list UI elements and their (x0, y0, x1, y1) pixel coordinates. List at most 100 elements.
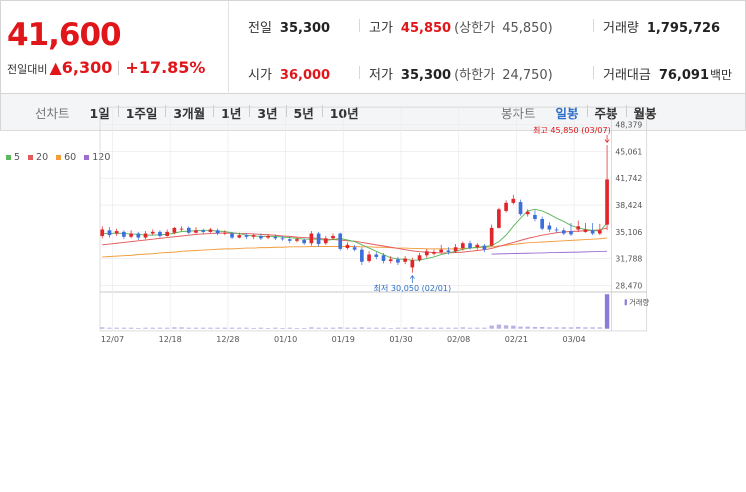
volume-bar (568, 327, 574, 329)
tab-period-1y[interactable]: 1년 (213, 103, 249, 122)
open-value: 36,000 (279, 68, 331, 83)
candle-body (208, 229, 213, 232)
candle-body (223, 232, 227, 234)
candle (172, 227, 177, 235)
volume-bar (316, 327, 321, 329)
tab-daily[interactable]: 일봉 (555, 106, 579, 121)
volume-bar (525, 326, 530, 329)
tab-period-10y[interactable]: 10년 (321, 103, 367, 122)
candle (266, 234, 270, 240)
divider (118, 61, 120, 75)
candles (100, 145, 609, 273)
candle-body (547, 225, 552, 230)
volume-bar (273, 327, 278, 329)
volume-bar (186, 327, 191, 329)
candle-body (244, 235, 249, 237)
tab-period-1w[interactable]: 1주일 (117, 103, 166, 122)
turnover: 거래대금 76,091백만 (593, 64, 732, 83)
candle-body (410, 260, 415, 268)
candle-body (352, 247, 357, 250)
candle (122, 230, 126, 240)
candle (525, 209, 530, 217)
candle (100, 226, 105, 239)
candle (403, 256, 407, 265)
candle (295, 237, 299, 243)
candle-body (186, 227, 191, 233)
high-value: 45,850 (400, 21, 452, 36)
volume-bar (431, 327, 437, 329)
candle (489, 224, 494, 247)
candle (569, 223, 573, 236)
candle-body (525, 211, 530, 215)
x-tick-label: 02/21 (505, 335, 528, 344)
volume-bar (172, 327, 177, 329)
tab-period-3m[interactable]: 3개월 (165, 103, 213, 122)
candle-body (460, 243, 465, 249)
candle (338, 232, 343, 251)
candle-body (114, 231, 119, 234)
candle (237, 232, 242, 239)
line-chart-title[interactable]: 선차트 (35, 106, 70, 121)
volume-bar (561, 327, 566, 329)
candle (136, 231, 141, 240)
volume-bar (496, 324, 502, 329)
candle-body (367, 254, 371, 261)
volume-bar (489, 325, 494, 329)
candle (107, 227, 112, 238)
candle (158, 230, 162, 238)
tab-period-5y[interactable]: 5년 (285, 103, 322, 122)
candle-body (201, 230, 206, 232)
candle (208, 227, 213, 233)
prev-close: 전일 35,300 (248, 17, 330, 36)
candle-body (287, 239, 292, 241)
volume-bar (114, 327, 119, 329)
x-tick-label: 01/30 (389, 335, 412, 344)
turnover-value: 76,091 (658, 68, 710, 83)
candle (439, 244, 444, 254)
tab-period-3y[interactable]: 3년 (249, 103, 285, 122)
volume-bar (179, 327, 184, 329)
candle (424, 248, 429, 258)
candle-body (489, 227, 494, 246)
candle-body (511, 198, 516, 203)
volume-legend-swatch (624, 299, 627, 306)
volume-bar (424, 327, 429, 329)
candle-body (569, 231, 573, 235)
volume-bar (417, 327, 422, 329)
candle (223, 230, 227, 236)
candle-body (172, 227, 177, 233)
candle-body (295, 239, 299, 241)
x-tick-label: 01/19 (332, 335, 355, 344)
tab-monthly[interactable]: 월봉 (625, 103, 665, 122)
candle (259, 233, 263, 240)
candle (388, 256, 393, 264)
volume-bar (410, 327, 415, 329)
candle-body (237, 235, 242, 238)
candle-body (107, 230, 112, 236)
volume-bar (374, 327, 379, 329)
change-label: 전일대비 (7, 63, 48, 76)
high-annotation: 최고 45,850 (03/07) (533, 125, 611, 135)
volume-bar (518, 326, 523, 329)
candle (554, 227, 559, 233)
candle (381, 252, 386, 264)
volume-bar (287, 327, 292, 329)
volume-bar (438, 327, 444, 329)
candle (598, 223, 602, 236)
candle-body (403, 258, 407, 262)
candle-body (150, 231, 155, 234)
volume-bar (338, 327, 343, 329)
candle (179, 226, 184, 232)
candle-chart-title[interactable]: 봉차트 (501, 106, 536, 121)
legend-item-ma60: 60 (56, 152, 76, 163)
volume-bar (309, 327, 314, 329)
tab-period-1d[interactable]: 1일 (89, 106, 110, 121)
volume-bar (467, 327, 473, 329)
volume-bar (503, 325, 509, 329)
candle (417, 252, 422, 262)
candle (468, 240, 472, 250)
high-price: 고가 45,850 (상한가 45,850) (359, 17, 553, 36)
candle (396, 256, 400, 266)
candle (201, 228, 206, 235)
candle-body (194, 230, 198, 233)
